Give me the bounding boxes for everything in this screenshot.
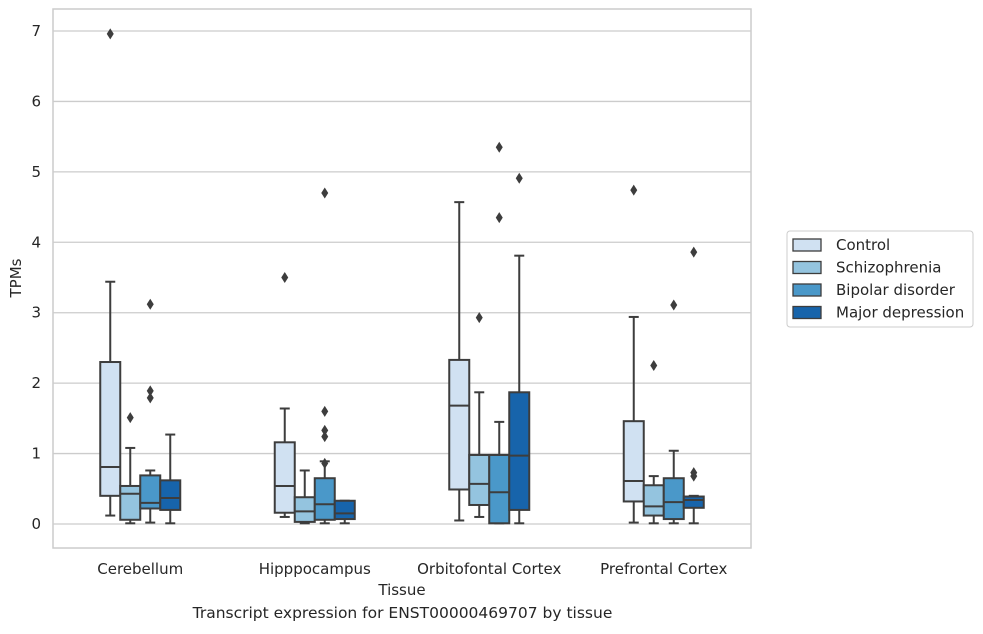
- x-tick-label: Hipppocampus: [259, 560, 371, 578]
- x-tick-label: Cerebellum: [97, 560, 183, 578]
- box-control: [448, 201, 471, 522]
- iqr-box: [468, 453, 491, 506]
- outlier-point: [146, 392, 154, 404]
- box-bipolar-disorder: [488, 141, 511, 525]
- outlier-point: [321, 424, 329, 436]
- outlier-point: [690, 246, 698, 258]
- y-tick-label: 4: [31, 233, 41, 251]
- iqr-box: [313, 477, 336, 521]
- x-axis-label: Tissue: [377, 581, 425, 599]
- y-tick-label: 2: [31, 374, 41, 392]
- legend-label: Schizophrenia: [836, 259, 941, 277]
- iqr-box: [293, 496, 316, 523]
- y-tick-label: 3: [31, 304, 41, 322]
- outlier-point: [106, 28, 114, 40]
- figure-caption: Transcript expression for ENST0000046970…: [192, 604, 613, 622]
- outlier-point: [281, 272, 289, 283]
- outlier-point: [650, 360, 658, 372]
- outlier-point: [670, 299, 678, 311]
- iqr-box: [159, 479, 182, 511]
- y-tick-label: 7: [31, 22, 41, 40]
- x-tick-labels: Cerebellum Hipppocampus Orbitofontal Corte…: [97, 560, 727, 578]
- y-tick-labels: 0 1 2 3 4 5 6 7: [31, 22, 41, 533]
- iqr-box: [508, 391, 531, 511]
- legend-swatch: [792, 260, 822, 275]
- box-bipolar-disorder: [139, 298, 162, 524]
- iqr-box: [662, 477, 685, 521]
- y-tick-label: 1: [31, 445, 41, 463]
- outlier-point: [146, 385, 154, 397]
- outlier-point: [630, 184, 638, 196]
- outlier-point: [321, 457, 329, 469]
- outlier-point: [126, 412, 134, 424]
- box-schizophrenia: [468, 312, 491, 518]
- plot-frame: [52, 8, 752, 549]
- iqr-box: [488, 453, 511, 525]
- outlier-point: [321, 431, 329, 443]
- outlier-point: [321, 187, 329, 199]
- box-major-depression: [159, 433, 182, 525]
- box-major-depression: [508, 172, 531, 525]
- box-schizophrenia: [119, 412, 142, 525]
- box-schizophrenia: [642, 360, 665, 525]
- box-bipolar-disorder: [662, 299, 685, 525]
- outlier-point: [515, 172, 523, 184]
- box-schizophrenia: [293, 469, 316, 525]
- legend-swatch: [792, 305, 822, 320]
- grid-lines: [53, 30, 751, 525]
- x-tick-label: Prefrontal Cortex: [600, 560, 727, 578]
- outlier-point: [475, 312, 483, 324]
- iqr-box: [642, 484, 665, 517]
- box-control: [622, 184, 645, 524]
- outlier-point: [495, 141, 503, 153]
- iqr-box: [682, 495, 705, 509]
- legend-label: Major depression: [836, 304, 964, 322]
- legend-swatch: [792, 283, 822, 297]
- legend-swatch: [792, 238, 822, 252]
- outlier-point: [690, 467, 698, 479]
- box-major-depression: [682, 246, 705, 525]
- outlier-point: [321, 405, 329, 417]
- legend-label: Control: [836, 236, 890, 254]
- y-axis-label: TPMs: [7, 258, 25, 298]
- iqr-box: [333, 499, 356, 521]
- box-control: [273, 272, 296, 518]
- legend-label: Bipolar disorder: [836, 281, 956, 299]
- box-control: [99, 28, 122, 517]
- legend-frame: [786, 230, 974, 328]
- box-bipolar-disorder: [313, 187, 336, 525]
- legend: Control Schizophrenia Bipolar disorder Majo…: [786, 230, 974, 328]
- y-tick-label: 5: [31, 163, 41, 181]
- x-tick-label: Orbitofontal Cortex: [417, 560, 561, 578]
- iqr-box: [119, 484, 142, 521]
- outlier-point: [495, 212, 503, 224]
- y-tick-label: 0: [31, 515, 41, 533]
- outlier-point: [146, 298, 154, 310]
- iqr-box: [273, 441, 296, 514]
- box-plots: [99, 28, 705, 525]
- iqr-box: [448, 358, 471, 491]
- iqr-box: [622, 420, 645, 503]
- y-tick-label: 6: [31, 92, 41, 110]
- iqr-box: [99, 361, 122, 497]
- box-major-depression: [333, 499, 356, 525]
